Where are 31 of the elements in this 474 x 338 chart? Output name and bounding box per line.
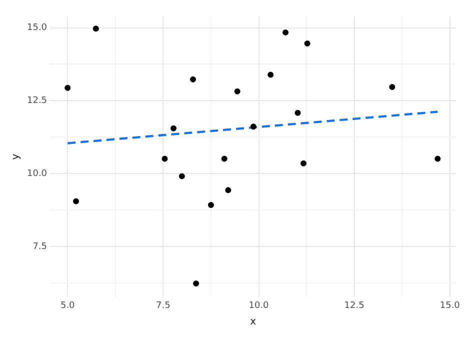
y-tick-label: 15.0 [26, 23, 48, 34]
x-tick-label: 10.0 [248, 300, 270, 311]
point [268, 72, 274, 78]
y-tick-label: 10.0 [26, 168, 48, 179]
x-axis-title: x [250, 316, 256, 328]
y-tick-label: 12.5 [26, 96, 48, 106]
point [225, 187, 232, 194]
point [178, 173, 185, 180]
point [294, 110, 301, 116]
point [300, 160, 306, 166]
y-axis-title: y [10, 154, 22, 160]
point [73, 198, 80, 204]
point [389, 84, 396, 90]
point [282, 29, 289, 36]
x-tick-label: 12.5 [344, 300, 364, 311]
y-tick-label: 7.5 [32, 242, 48, 252]
point [250, 124, 256, 130]
point [170, 125, 177, 132]
point [434, 156, 441, 162]
point [234, 88, 240, 94]
x-tick-label: 5.0 [60, 300, 76, 311]
x-tick-label: 7.5 [156, 300, 170, 311]
point [208, 202, 214, 208]
point [92, 26, 99, 32]
x-tick-label: 15.0 [440, 300, 460, 311]
point [190, 76, 196, 82]
point [221, 156, 228, 162]
point [304, 40, 310, 47]
point [64, 84, 71, 91]
point [162, 156, 168, 162]
point [193, 280, 200, 286]
